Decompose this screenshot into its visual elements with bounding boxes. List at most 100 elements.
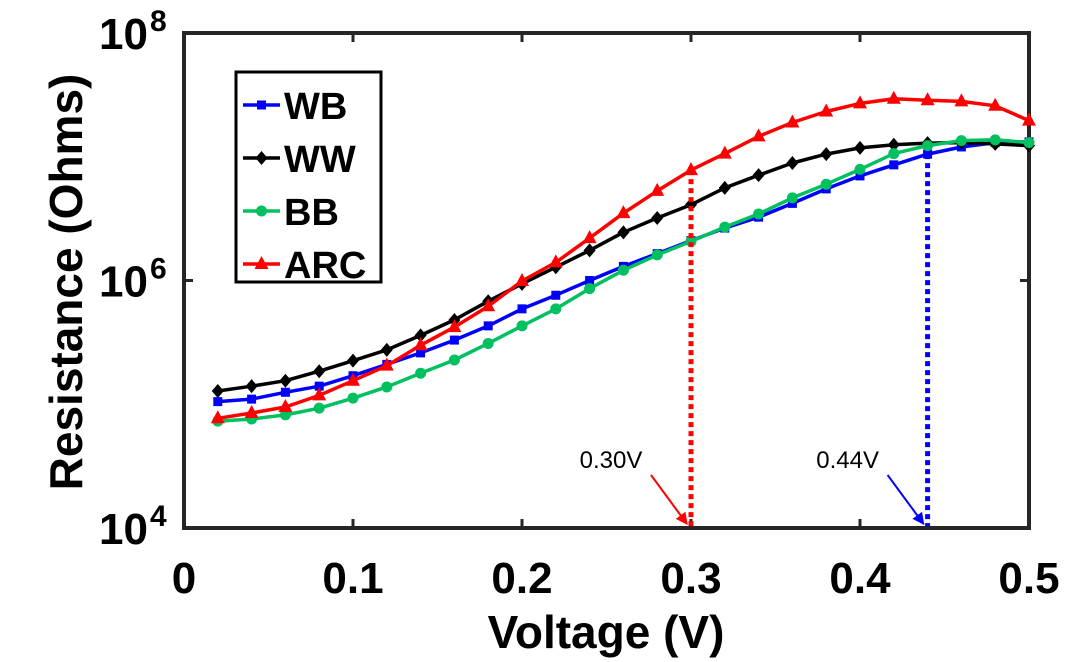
y-tick-exponent: 8 <box>150 5 167 38</box>
data-point-ww <box>211 383 224 398</box>
data-point-arc <box>582 230 597 244</box>
data-point-bb <box>922 140 934 152</box>
data-point-arc <box>515 273 529 287</box>
data-point-wb <box>280 387 290 397</box>
x-tick-label: 0.3 <box>660 554 721 603</box>
data-point-bb <box>448 354 460 366</box>
legend-item-wb: WB <box>243 86 347 128</box>
data-point-wb <box>517 304 527 314</box>
x-tick-label: 0.4 <box>829 554 891 603</box>
data-point-bb <box>381 381 393 393</box>
data-point-arc <box>210 410 225 424</box>
data-point-arc <box>751 128 766 142</box>
data-point-ww <box>380 342 393 357</box>
data-point-arc <box>1022 112 1036 126</box>
data-point-bb <box>313 402 325 414</box>
data-point-arc <box>312 387 327 401</box>
data-point-bb <box>786 192 798 204</box>
data-point-arc <box>413 337 428 351</box>
annotation-arrow <box>886 474 925 525</box>
data-point-arc <box>920 92 935 106</box>
y-tick-label: 10 <box>99 258 148 307</box>
data-point-ww <box>313 364 326 379</box>
data-point-wb <box>889 160 899 170</box>
data-point-arc <box>717 145 732 159</box>
data-point-bb <box>550 303 562 315</box>
data-point-bb <box>888 148 900 160</box>
data-point-arc <box>616 205 631 219</box>
legend-item-ww: WW <box>243 139 356 181</box>
data-point-ww <box>820 147 833 162</box>
x-tick-label: 0.1 <box>322 554 383 603</box>
legend-label: ARC <box>284 245 366 287</box>
data-point-arc <box>684 162 698 176</box>
legend-label: BB <box>284 192 339 234</box>
legend-swatch-marker <box>254 256 269 269</box>
data-point-bb <box>753 208 765 220</box>
data-point-arc <box>346 372 360 386</box>
data-point-bb <box>955 135 967 147</box>
data-point-ww <box>617 225 630 240</box>
data-point-bb <box>651 249 663 261</box>
data-point-bb <box>516 320 528 332</box>
legend-swatch-marker <box>256 205 267 217</box>
legend-item-arc: ARC <box>243 245 366 287</box>
data-point-bb <box>1023 137 1035 149</box>
legend-label: WW <box>284 139 356 181</box>
data-point-bb <box>279 409 291 421</box>
series-ww <box>211 135 1035 398</box>
data-point-bb <box>719 221 731 233</box>
data-point-ww <box>685 197 697 212</box>
y-tick-exponent: 6 <box>150 253 167 286</box>
data-point-bb <box>685 235 697 247</box>
data-point-arc <box>379 357 394 371</box>
annotation-label: 0.30V <box>580 447 643 474</box>
data-point-arc <box>481 298 496 312</box>
legend-swatch-marker <box>255 151 268 165</box>
data-point-ww <box>718 180 731 195</box>
series-arc <box>210 90 1036 424</box>
data-point-ww <box>786 156 799 171</box>
data-point-bb <box>482 337 494 349</box>
data-point-ww <box>583 243 596 258</box>
data-point-ww <box>752 168 765 183</box>
data-point-bb <box>820 178 832 190</box>
data-point-arc <box>954 93 969 107</box>
x-tick-label: 0.5 <box>998 554 1059 603</box>
legend-swatch-marker <box>257 100 266 110</box>
y-axis-label: Resistance (Ohms) <box>40 74 92 491</box>
data-point-ww <box>414 328 427 343</box>
data-point-arc <box>447 319 462 333</box>
data-point-wb <box>855 171 865 181</box>
data-point-wb <box>416 348 426 358</box>
legend-label: WB <box>284 86 347 128</box>
data-point-bb <box>617 264 629 276</box>
data-point-ww <box>245 379 258 394</box>
data-point-wb <box>449 335 459 345</box>
data-point-arc <box>988 97 1003 111</box>
series-bb <box>212 134 1035 427</box>
data-point-wb <box>247 394 257 404</box>
data-point-wb <box>314 381 324 391</box>
data-point-arc <box>819 103 834 117</box>
data-point-bb <box>347 392 359 404</box>
data-point-arc <box>886 90 901 104</box>
x-axis-label: Voltage (V) <box>488 606 725 658</box>
data-point-wb <box>551 290 561 300</box>
data-point-arc <box>785 114 800 128</box>
data-point-ww <box>854 140 866 155</box>
data-point-arc <box>853 95 867 109</box>
data-point-wb <box>213 397 223 407</box>
legend-item-bb: BB <box>243 192 339 234</box>
data-point-wb <box>483 321 493 331</box>
data-point-ww <box>347 353 359 368</box>
y-tick-label: 10 <box>99 10 148 59</box>
data-point-ww <box>279 373 292 388</box>
data-point-wb <box>585 276 595 285</box>
data-point-arc <box>278 399 293 413</box>
data-point-bb <box>854 163 866 175</box>
y-tick-exponent: 4 <box>150 500 167 533</box>
data-point-ww <box>887 137 900 152</box>
